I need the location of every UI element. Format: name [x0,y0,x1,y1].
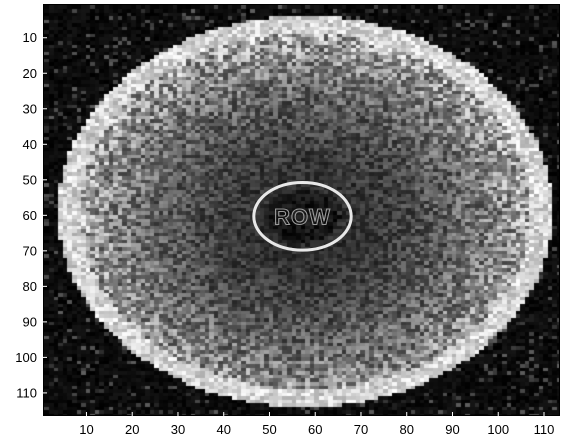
x-tick-label: 100 [487,422,509,437]
y-tick-label: 110 [16,385,37,400]
roi-label: ROW [274,204,331,229]
y-tick-label: 60 [23,208,37,223]
y-tick-label: 70 [23,243,37,258]
roi-overlay: ROW [252,181,353,252]
x-tick-label: 40 [216,422,230,437]
y-tick-label: 30 [23,101,37,116]
inner-circle-roi [252,181,353,252]
y-tick-label: 20 [23,66,37,81]
x-tick-label: 90 [445,422,459,437]
x-tick-label: 110 [534,422,555,437]
x-tick-label: 60 [308,422,322,437]
y-tick-label: 90 [23,314,37,329]
x-tick-label: 50 [262,422,276,437]
x-tick-label: 20 [125,422,139,437]
x-tick-label: 80 [399,422,413,437]
y-tick-label: 80 [23,279,37,294]
y-tick-label: 50 [23,172,37,187]
y-tick-label: 40 [23,137,37,152]
x-tick-label: 30 [171,422,185,437]
x-tick-label: 10 [79,422,93,437]
image-plot-area: ROW [43,4,560,416]
y-tick-label: 100 [15,350,37,365]
x-tick-label: 70 [354,422,368,437]
y-tick-label: 10 [23,30,37,45]
heatmap-image [44,5,559,415]
